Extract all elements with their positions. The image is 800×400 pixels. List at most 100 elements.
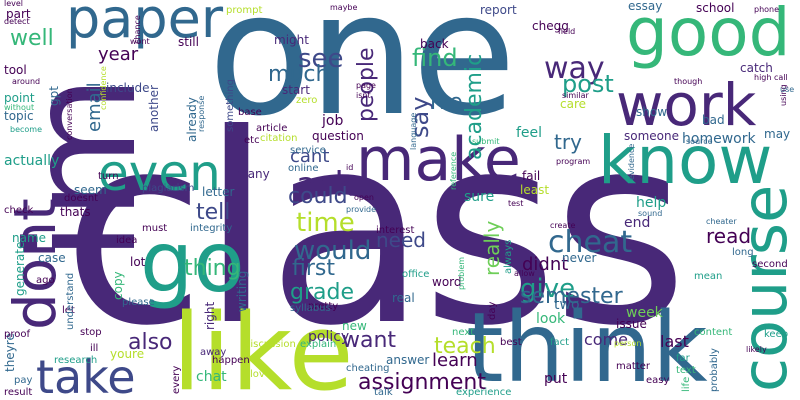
word-right: right	[203, 301, 217, 330]
word-thats: thats	[60, 205, 91, 219]
word-learn: learn	[432, 350, 478, 371]
word-work: work	[616, 71, 757, 139]
word-person: person	[614, 339, 642, 348]
word-love: love	[250, 369, 271, 380]
word-allow: allow	[514, 269, 535, 278]
word-syllabus: syllabus	[290, 303, 331, 314]
word-long: long	[732, 247, 754, 258]
word-want: want	[342, 328, 397, 353]
word-fact: fact	[550, 337, 570, 348]
word-part: part	[6, 7, 31, 21]
word-maybe: maybe	[330, 3, 358, 12]
word-far: far	[676, 353, 690, 364]
word-question: question	[312, 129, 364, 143]
word-issue: issue	[616, 317, 647, 331]
word-office: office	[402, 269, 430, 280]
word-put: put	[544, 371, 568, 387]
word-care: care	[560, 97, 587, 111]
word-another: another	[147, 85, 161, 132]
word-sure: sure	[464, 189, 495, 205]
word-tell: tell	[196, 200, 231, 225]
word-help: help	[636, 195, 667, 211]
word-would: would	[294, 236, 372, 266]
word-submit: submit	[472, 137, 500, 146]
word-show: show	[636, 105, 668, 119]
word-semester: semester	[520, 284, 623, 309]
word-day: day	[487, 301, 498, 320]
word-good: good	[626, 0, 791, 71]
word-see: see	[298, 44, 344, 74]
word-name: name	[12, 231, 47, 245]
word-cheating: cheating	[346, 363, 390, 374]
word-let: let	[62, 305, 75, 316]
word-bad: bad	[702, 113, 725, 127]
word-still: still	[178, 35, 199, 49]
word-policy: policy	[308, 329, 350, 345]
word-field: field	[558, 27, 576, 36]
word-interest: interest	[376, 225, 415, 236]
word-integrity: integrity	[190, 223, 233, 234]
word-well: well	[10, 26, 54, 51]
word-year: year	[98, 44, 139, 65]
word-least: least	[520, 183, 550, 197]
word-phone: phone	[754, 5, 780, 14]
word-answer: answer	[386, 353, 430, 367]
word-online: online	[288, 163, 319, 174]
word-something: something	[225, 79, 236, 132]
word-etc: etc	[244, 135, 260, 146]
word-seem: seem	[74, 183, 107, 197]
word-program: program	[556, 157, 591, 166]
word-never: never	[562, 251, 597, 265]
word-start: start	[282, 83, 310, 97]
word-tool: tool	[4, 63, 27, 77]
word-check: check	[4, 205, 34, 216]
word-time: time	[296, 208, 355, 238]
word-best: best	[500, 337, 522, 348]
word-copy: copy	[111, 271, 125, 300]
word-similar: similar	[562, 91, 589, 100]
word-doesnt: doesnt	[64, 193, 99, 204]
word-pretty: pretty	[308, 301, 339, 312]
word-first: first	[292, 256, 335, 281]
word-citation: citation	[260, 133, 298, 144]
word-around: around	[12, 77, 41, 86]
word-matter: matter	[616, 361, 650, 372]
word-language: language	[409, 112, 418, 150]
word-class: class	[62, 78, 688, 383]
word-create: create	[550, 221, 576, 230]
word-need: need	[376, 228, 426, 252]
word-happen: happen	[212, 355, 250, 366]
word-likely: likely	[746, 345, 767, 354]
word-detect: detect	[4, 17, 30, 26]
word-feel: feel	[516, 125, 543, 141]
word-cheater: cheater	[706, 217, 737, 226]
word-chat: chat	[196, 369, 227, 385]
word-report: report	[480, 3, 517, 17]
word-even: even	[98, 144, 221, 202]
word-reference: reference	[449, 151, 458, 190]
word-know: know	[598, 122, 773, 199]
word-make: make	[356, 125, 521, 195]
word-case: case	[38, 251, 66, 265]
word-probably: probably	[709, 348, 720, 392]
word-come: come	[584, 330, 629, 349]
word-gpt: gpt	[47, 86, 61, 106]
word-go: go	[140, 213, 245, 311]
word-many: many	[236, 167, 270, 181]
word-must: must	[142, 223, 168, 234]
word-plagiarism: plagiarism	[142, 183, 195, 194]
word-page: page	[356, 81, 376, 90]
word-post: post	[562, 70, 614, 98]
word-content: content	[694, 327, 733, 338]
word-provide: provide	[346, 205, 377, 214]
word-research: research	[54, 355, 98, 366]
word-back: back	[420, 37, 449, 51]
word-week: week	[626, 305, 663, 321]
word-become: become	[10, 125, 43, 134]
word-youre: youre	[110, 347, 145, 361]
word-cheat: cheat	[548, 225, 633, 260]
word-grade: grade	[290, 280, 354, 305]
word-evidence: evidence	[627, 143, 636, 180]
word-please: please	[122, 297, 155, 308]
word-turn: turn	[98, 171, 119, 182]
